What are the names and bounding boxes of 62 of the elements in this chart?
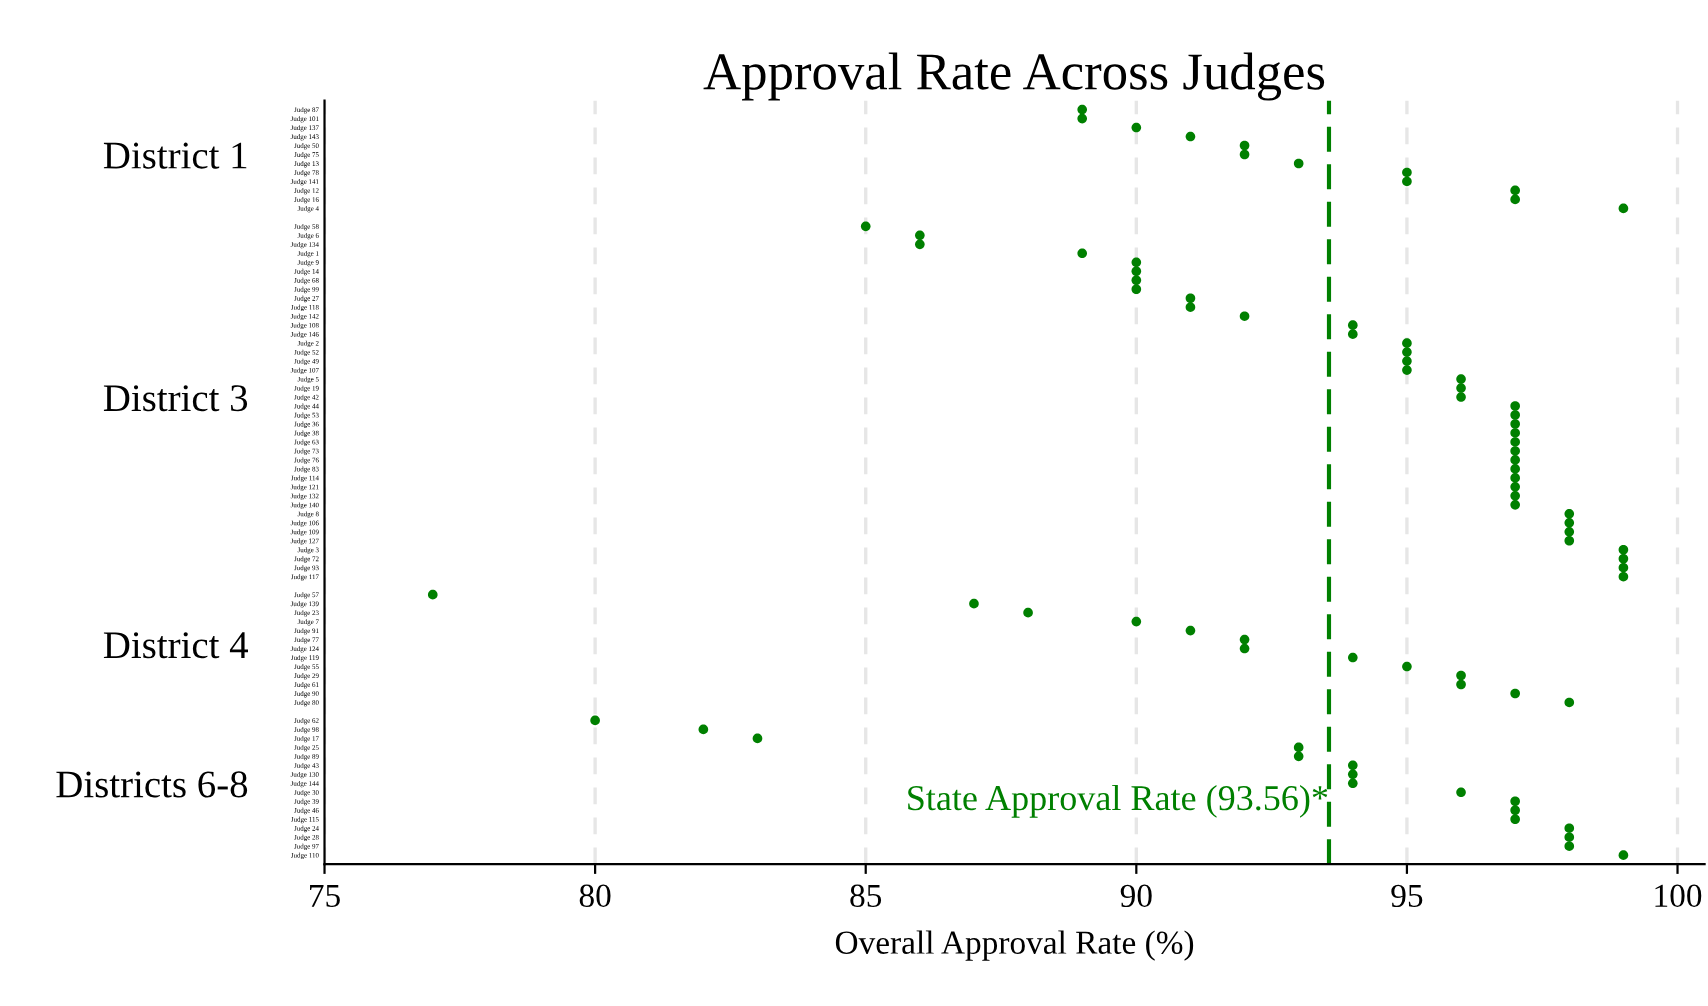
- point: [1510, 814, 1520, 825]
- point: [1402, 167, 1412, 178]
- point: [1402, 338, 1412, 348]
- point: [1239, 643, 1250, 654]
- x-tick-label: 85: [850, 884, 882, 908]
- text: District 3: [103, 385, 248, 412]
- text: Districts 6-8: [56, 771, 248, 798]
- point: [1618, 850, 1629, 860]
- point: [1402, 356, 1412, 366]
- point: [1510, 185, 1520, 196]
- text: District 4: [103, 632, 249, 659]
- point: [1347, 320, 1358, 330]
- point: [1510, 796, 1520, 807]
- point: [1077, 113, 1088, 124]
- point: [1185, 131, 1196, 142]
- point: [969, 598, 979, 609]
- point: [1510, 455, 1520, 465]
- x-tick-label: 95: [1391, 884, 1423, 908]
- point: [1510, 401, 1520, 411]
- point: [427, 589, 438, 600]
- x-axis-title: Overall Approval Rate (%): [835, 930, 1194, 961]
- point: [1456, 383, 1466, 393]
- point: [1456, 670, 1466, 681]
- point: [1131, 122, 1142, 133]
- point: [1131, 616, 1142, 627]
- point: [1293, 158, 1304, 169]
- point: [1510, 688, 1520, 699]
- text: District 1: [103, 142, 247, 169]
- point: [1510, 419, 1520, 429]
- point: [1402, 661, 1412, 672]
- point: [1239, 311, 1250, 321]
- point: [1456, 374, 1466, 384]
- point: [1239, 149, 1250, 160]
- point: [1510, 194, 1520, 205]
- point: [1510, 446, 1520, 456]
- point: [1564, 823, 1575, 834]
- ref-line-label: State Approval Rate (93.56)*: [908, 784, 1328, 818]
- point: [1402, 365, 1412, 375]
- x-tick-label: 75: [310, 884, 340, 908]
- point: [1564, 841, 1575, 851]
- point: [1564, 832, 1575, 843]
- point: [1618, 203, 1629, 214]
- point: [1456, 787, 1466, 798]
- x-tick-label: 80: [579, 884, 611, 908]
- point: [1510, 805, 1520, 816]
- point: [1347, 329, 1358, 339]
- x-tick-label: 100: [1655, 884, 1702, 908]
- x-tick-label: 90: [1120, 884, 1152, 908]
- point: [1239, 634, 1250, 645]
- point: [1347, 652, 1358, 663]
- point: [1510, 410, 1520, 420]
- point: [1185, 625, 1196, 636]
- point: [1077, 104, 1088, 115]
- point: [1402, 347, 1412, 357]
- point: [1510, 437, 1520, 447]
- point: [1456, 392, 1466, 402]
- point: [1510, 428, 1520, 438]
- point: [1402, 176, 1412, 187]
- point: [1023, 607, 1033, 618]
- point: [1456, 679, 1466, 690]
- chart-title: Approval Rate Across Judges: [703, 52, 1325, 101]
- point: [1239, 140, 1250, 151]
